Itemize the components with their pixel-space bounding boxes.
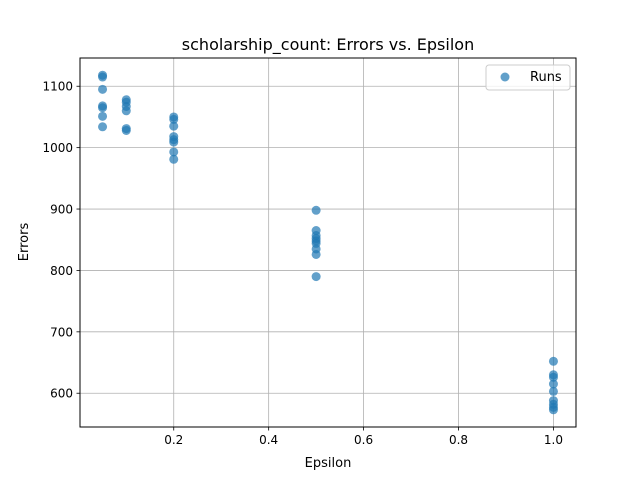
chart-title: scholarship_count: Errors vs. Epsilon	[182, 35, 474, 55]
data-point	[169, 121, 179, 131]
plot-frame	[79, 57, 577, 428]
grid-lines	[80, 58, 576, 427]
data-point	[98, 72, 108, 82]
data-point	[169, 114, 179, 124]
y-tick-label: 700	[50, 325, 73, 339]
data-point	[98, 111, 108, 121]
data-point	[98, 103, 108, 113]
data-points	[98, 70, 558, 415]
data-point	[548, 386, 558, 396]
data-point	[169, 154, 179, 164]
y-tick-label: 1000	[42, 141, 73, 155]
legend-box	[485, 64, 571, 91]
y-axis-label: Errors	[17, 223, 32, 262]
y-tick-label: 900	[50, 203, 73, 217]
data-point	[98, 122, 108, 132]
data-point	[169, 137, 179, 147]
data-point	[548, 356, 558, 366]
x-tick-label: 0.4	[259, 433, 278, 447]
x-tick-label: 0.8	[449, 433, 468, 447]
data-point	[311, 249, 321, 259]
data-point	[548, 405, 558, 415]
y-tick-label: 600	[50, 387, 73, 401]
data-point	[121, 106, 131, 116]
x-tick-label: 1.0	[544, 433, 563, 447]
legend: Runs	[485, 64, 571, 91]
data-point	[548, 372, 558, 382]
x-tick-label: 0.6	[354, 433, 373, 447]
y-tick-label: 800	[50, 264, 73, 278]
data-point	[311, 205, 321, 215]
x-tick-label: 0.2	[164, 433, 183, 447]
axis-ticks: 0.2 0.4 0.6 0.8 1.0 600 700 800 900 1000 1100	[42, 80, 563, 447]
legend-label: Runs	[530, 70, 562, 85]
legend-marker	[500, 72, 510, 82]
data-point	[169, 147, 179, 157]
x-axis-label: Epsilon	[305, 456, 352, 471]
data-point	[121, 125, 131, 135]
y-tick-label: 1100	[42, 80, 73, 94]
data-point	[311, 272, 321, 282]
data-point	[548, 379, 558, 389]
data-point	[98, 84, 108, 94]
